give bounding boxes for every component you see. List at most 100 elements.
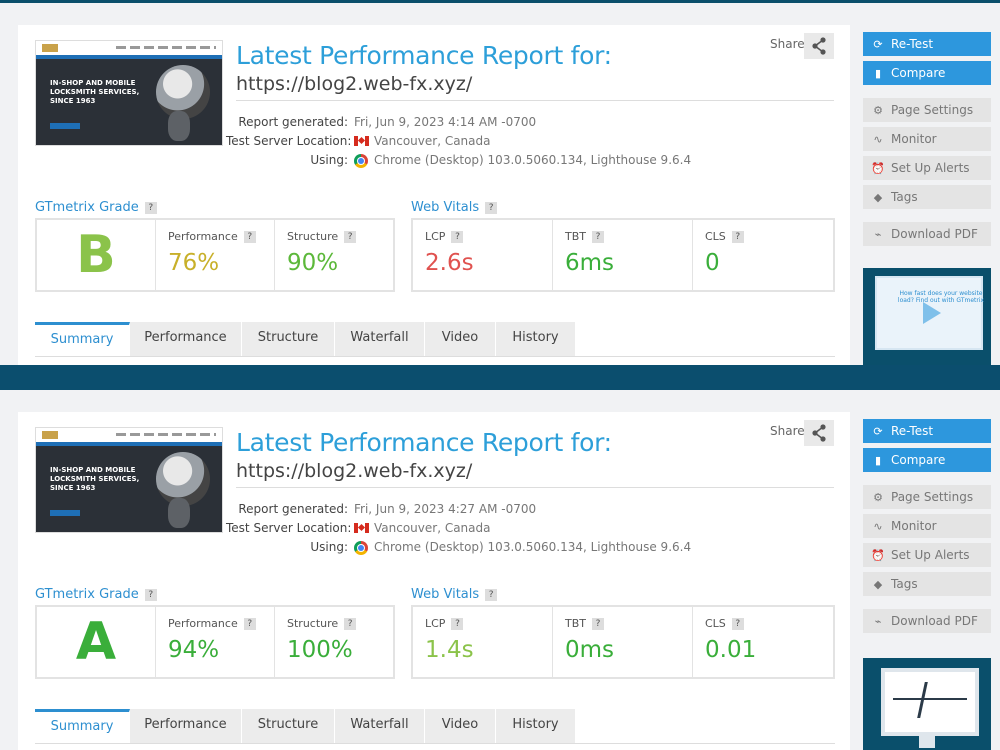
- divider: [236, 487, 834, 488]
- help-icon[interactable]: ?: [592, 618, 604, 630]
- tbt-value: 6ms: [565, 250, 615, 276]
- location-label: Test Server Location:: [226, 521, 352, 535]
- monitoring-promo[interactable]: [863, 658, 991, 750]
- tab-video[interactable]: Video: [425, 322, 496, 356]
- performance-value: 76%: [168, 250, 220, 276]
- share-icon: [812, 37, 826, 55]
- help-icon[interactable]: ?: [731, 618, 744, 630]
- report-tabs: Summary Performance Structure Waterfall …: [35, 709, 835, 744]
- report-panel-2: IN-SHOP AND MOBILE LOCKSMITH SERVICES, S…: [0, 390, 1000, 750]
- share-button[interactable]: [804, 33, 834, 59]
- gtmetrix-grade-heading: GTmetrix Grade?: [35, 200, 157, 215]
- help-icon[interactable]: ?: [243, 618, 256, 630]
- monitor-illustration-icon: [881, 668, 979, 736]
- refresh-icon: ⟳: [873, 38, 883, 51]
- help-icon[interactable]: ?: [144, 589, 157, 601]
- tab-history[interactable]: History: [496, 322, 576, 356]
- alarm-icon: ⏰: [871, 162, 885, 175]
- page-settings-button[interactable]: ⚙ Page Settings: [863, 98, 991, 122]
- top-bar: [0, 0, 1000, 3]
- tab-waterfall[interactable]: Waterfall: [335, 709, 425, 743]
- compare-icon: ▮: [874, 454, 882, 467]
- tags-button[interactable]: ◆ Tags: [863, 185, 991, 209]
- share-icon: [812, 424, 826, 442]
- alerts-button[interactable]: ⏰ Set Up Alerts: [863, 156, 991, 180]
- tab-summary[interactable]: Summary: [35, 322, 130, 356]
- help-icon[interactable]: ?: [144, 202, 157, 214]
- web-vitals-heading: Web Vitals?: [411, 200, 498, 215]
- page-settings-button[interactable]: ⚙ Page Settings: [863, 485, 991, 509]
- help-icon[interactable]: ?: [731, 231, 744, 243]
- web-vitals-box: LCP? 2.6s TBT? 6ms CLS? 0: [411, 218, 835, 292]
- share-button[interactable]: [804, 420, 834, 446]
- performance-metric: Performance? 76%: [156, 220, 275, 290]
- site-thumbnail[interactable]: IN-SHOP AND MOBILE LOCKSMITH SERVICES, S…: [35, 40, 223, 146]
- grade-letter: A: [37, 607, 156, 677]
- tag-icon: ◆: [873, 578, 883, 591]
- using-label: Using:: [310, 540, 348, 554]
- tab-summary[interactable]: Summary: [35, 709, 130, 743]
- tbt-metric: TBT? 6ms: [553, 220, 693, 290]
- tab-video[interactable]: Video: [425, 709, 496, 743]
- help-icon[interactable]: ?: [344, 618, 357, 630]
- download-pdf-button[interactable]: ⌁ Download PDF: [863, 609, 991, 633]
- gear-icon: ⚙: [873, 491, 883, 504]
- help-icon[interactable]: ?: [344, 231, 357, 243]
- cls-metric: CLS? 0.01: [705, 617, 757, 663]
- web-vitals-box: LCP? 1.4s TBT? 0ms CLS? 0.01: [411, 605, 835, 679]
- monitor-button[interactable]: ∿ Monitor: [863, 514, 991, 538]
- panel-divider: [0, 365, 1000, 390]
- report-url[interactable]: https://blog2.web-fx.xyz/: [236, 73, 473, 95]
- pdf-icon: ⌁: [874, 228, 882, 241]
- tab-performance[interactable]: Performance: [130, 322, 242, 356]
- divider: [236, 100, 834, 101]
- chrome-icon: [354, 541, 368, 555]
- retest-button[interactable]: ⟳ Re-Test: [863, 32, 991, 56]
- gtmetrix-grade-box: A Performance? 94% Structure? 100%: [35, 605, 395, 679]
- help-icon[interactable]: ?: [243, 231, 256, 243]
- tbt-metric: TBT? 0ms: [553, 607, 693, 677]
- tab-structure[interactable]: Structure: [242, 322, 335, 356]
- help-icon[interactable]: ?: [485, 589, 498, 601]
- lcp-value: 2.6s: [425, 250, 474, 276]
- monitor-button[interactable]: ∿ Monitor: [863, 127, 991, 151]
- generated-label: Report generated:: [238, 115, 348, 129]
- retest-button[interactable]: ⟳ Re-Test: [863, 419, 991, 443]
- pulse-icon: ∿: [873, 520, 883, 533]
- report-tabs: Summary Performance Structure Waterfall …: [35, 322, 835, 357]
- tab-history[interactable]: History: [496, 709, 576, 743]
- help-icon[interactable]: ?: [451, 618, 464, 630]
- report-card: IN-SHOP AND MOBILE LOCKSMITH SERVICES, S…: [18, 25, 850, 365]
- structure-value: 90%: [287, 250, 339, 276]
- help-icon[interactable]: ?: [451, 231, 464, 243]
- help-icon[interactable]: ?: [592, 231, 604, 243]
- intro-video[interactable]: How fast does your website load? Find ou…: [863, 268, 991, 365]
- generated-value: Fri, Jun 9, 2023 4:14 AM -0700: [354, 115, 537, 129]
- performance-metric: Performance? 94%: [156, 607, 275, 677]
- report-panel-1: IN-SHOP AND MOBILE LOCKSMITH SERVICES, S…: [0, 3, 1000, 365]
- report-url[interactable]: https://blog2.web-fx.xyz/: [236, 460, 473, 482]
- compare-button[interactable]: ▮ Compare: [863, 61, 991, 85]
- cls-value: 0.01: [705, 637, 757, 663]
- play-icon[interactable]: [923, 302, 941, 324]
- using-value: Chrome (Desktop) 103.0.5060.134, Lightho…: [374, 540, 692, 554]
- lcp-metric: LCP? 2.6s: [413, 220, 553, 290]
- pdf-icon: ⌁: [874, 615, 882, 628]
- performance-value: 94%: [168, 637, 220, 663]
- using-label: Using:: [310, 153, 348, 167]
- tab-performance[interactable]: Performance: [130, 709, 242, 743]
- tags-button[interactable]: ◆ Tags: [863, 572, 991, 596]
- compare-button[interactable]: ▮ Compare: [863, 448, 991, 472]
- tbt-value: 0ms: [565, 637, 615, 663]
- pulse-icon: ∿: [873, 133, 883, 146]
- alerts-button[interactable]: ⏰ Set Up Alerts: [863, 543, 991, 567]
- using-value: Chrome (Desktop) 103.0.5060.134, Lightho…: [374, 153, 692, 167]
- generated-value: Fri, Jun 9, 2023 4:27 AM -0700: [354, 502, 537, 516]
- cls-metric: CLS? 0: [693, 220, 832, 290]
- site-thumbnail[interactable]: IN-SHOP AND MOBILE LOCKSMITH SERVICES, S…: [35, 427, 223, 533]
- tab-structure[interactable]: Structure: [242, 709, 335, 743]
- video-caption: How fast does your website load? Find ou…: [897, 290, 985, 304]
- help-icon[interactable]: ?: [485, 202, 498, 214]
- download-pdf-button[interactable]: ⌁ Download PDF: [863, 222, 991, 246]
- tab-waterfall[interactable]: Waterfall: [335, 322, 425, 356]
